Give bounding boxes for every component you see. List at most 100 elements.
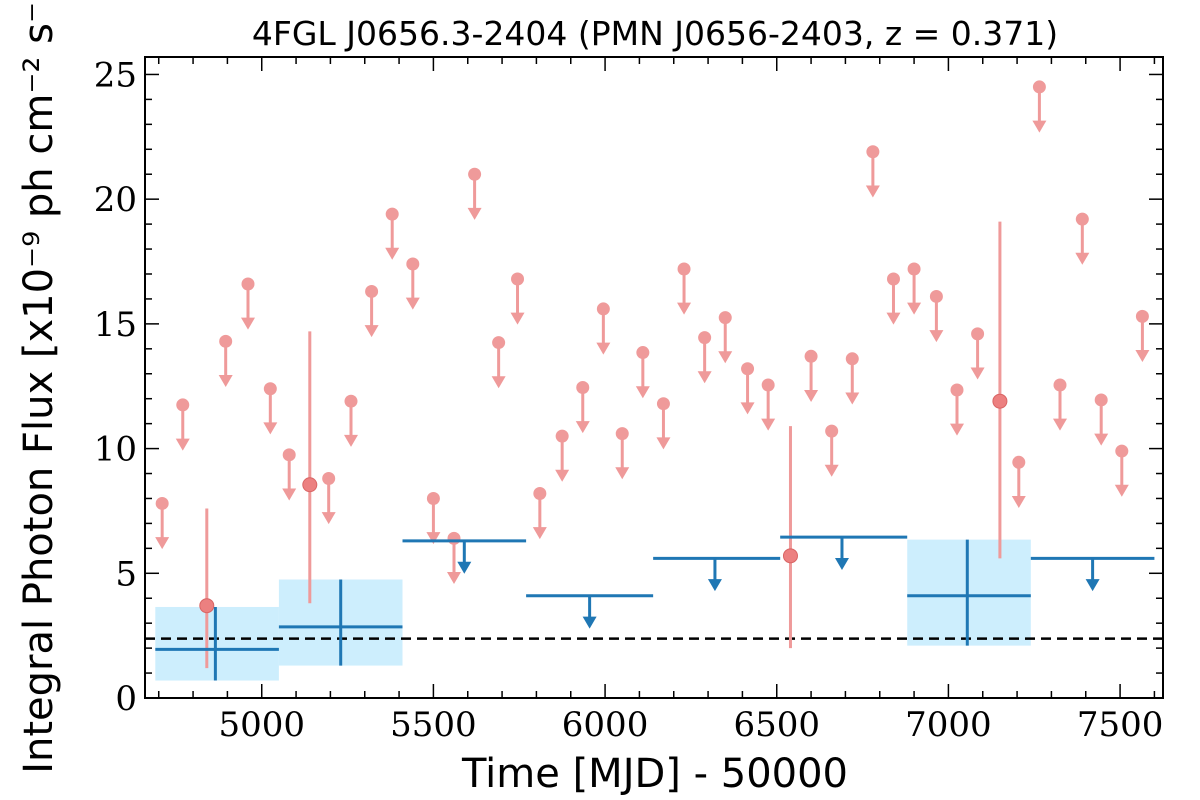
upper-limit-arrow: [697, 371, 712, 384]
x-tick-label: 5000: [218, 705, 305, 745]
upper-limit-arrow: [385, 247, 400, 260]
upper-limit-marker: [385, 207, 399, 221]
upper-limit-arrow: [804, 389, 819, 402]
upper-limit-arrow: [364, 325, 379, 338]
y-axis-label: Integral Photon Flux [x10⁻⁹ ph cm⁻² s⁻¹]: [16, 0, 62, 774]
upper-limit-arrow: [656, 437, 671, 450]
upper-limit-marker: [971, 327, 985, 341]
upper-limit-marker: [845, 352, 859, 366]
upper-limit-arrow: [635, 386, 650, 399]
upper-limit-marker: [596, 302, 610, 316]
upper-limit-marker: [155, 496, 169, 510]
upper-limit-arrow: [175, 438, 190, 451]
long-bin-limit-arrow: [1085, 579, 1100, 592]
upper-limit-marker: [1075, 212, 1089, 226]
upper-limit-arrow: [218, 374, 233, 387]
upper-limit-marker: [365, 284, 379, 298]
upper-limit-arrow: [447, 572, 462, 585]
upper-limit-arrow: [1094, 433, 1109, 446]
upper-limit-marker: [741, 362, 755, 376]
x-tick-label: 6000: [562, 705, 649, 745]
upper-limit-arrow: [1114, 484, 1129, 497]
upper-limit-arrow: [263, 422, 278, 435]
y-tick-label: 25: [94, 55, 137, 95]
upper-limit-arrow: [405, 297, 420, 310]
long-bin-band: [907, 539, 1031, 646]
long-bin-limit-arrow: [707, 579, 722, 592]
upper-limit-arrow: [532, 527, 547, 540]
data-point: [302, 477, 318, 493]
upper-limit-arrow: [344, 434, 359, 447]
x-tick-label: 7500: [1077, 705, 1164, 745]
upper-limit-arrow: [596, 342, 611, 355]
upper-limit-arrow: [740, 402, 755, 415]
upper-limit-marker: [1115, 444, 1129, 458]
x-tick-label: 6500: [733, 705, 820, 745]
upper-limit-marker: [804, 349, 818, 363]
y-tick-label: 20: [94, 180, 137, 220]
upper-limit-marker: [492, 336, 506, 350]
upper-limit-arrow: [1135, 350, 1150, 363]
long-bin-layer: [155, 535, 1155, 681]
bands-layer: [155, 539, 1031, 681]
upper-limit-arrow: [321, 512, 336, 525]
upper-limit-marker: [555, 429, 569, 443]
upper-limit-arrow: [1052, 418, 1067, 431]
long-bin-limit-arrow: [457, 561, 472, 574]
upper-limit-marker: [322, 472, 336, 486]
data-point: [992, 393, 1008, 409]
upper-limit-marker: [929, 289, 943, 303]
y-tick-label: 15: [94, 305, 137, 345]
short-bin-layer: [155, 80, 1150, 669]
upper-limit-arrow: [1075, 252, 1090, 265]
data-point: [199, 598, 215, 614]
upper-limit-marker: [1012, 455, 1026, 469]
upper-limit-marker: [344, 394, 358, 408]
long-bin-band: [155, 606, 279, 681]
upper-limit-marker: [426, 491, 440, 505]
upper-limit-marker: [1135, 309, 1149, 323]
upper-limit-arrow: [761, 418, 776, 431]
upper-limit-arrow: [929, 330, 944, 343]
upper-limit-marker: [698, 331, 712, 345]
upper-limit-marker: [1032, 80, 1046, 94]
upper-limit-arrow: [555, 469, 570, 482]
x-tick-label: 7000: [905, 705, 992, 745]
upper-limit-marker: [406, 257, 420, 271]
upper-limit-marker: [761, 378, 775, 392]
upper-limit-marker: [656, 397, 670, 411]
upper-limit-marker: [533, 486, 547, 500]
upper-limit-marker: [636, 346, 650, 360]
upper-limit-marker: [907, 262, 921, 276]
upper-limit-arrow: [615, 467, 630, 480]
y-tick-label: 10: [94, 430, 137, 470]
plot-frame: [144, 56, 1164, 699]
upper-limit-arrow: [510, 312, 525, 325]
upper-limit-marker: [825, 424, 839, 438]
upper-limit-arrow: [845, 392, 860, 405]
upper-limit-marker: [576, 380, 590, 394]
upper-limit-marker: [615, 427, 629, 441]
y-tick-label: 5: [115, 554, 137, 594]
upper-limit-arrow: [426, 532, 441, 545]
upper-limit-arrow: [865, 185, 880, 198]
upper-limit-arrow: [467, 207, 482, 220]
upper-limit-arrow: [949, 423, 964, 436]
upper-limit-marker: [886, 272, 900, 286]
upper-limit-arrow: [282, 488, 297, 501]
upper-limit-marker: [219, 334, 233, 348]
upper-limit-arrow: [241, 317, 256, 330]
data-point: [782, 548, 798, 564]
upper-limit-arrow: [155, 537, 170, 550]
y-tick-label: 0: [115, 679, 137, 719]
long-bin-limit-arrow: [834, 557, 849, 570]
upper-limit-arrow: [575, 421, 590, 434]
upper-limit-marker: [282, 448, 296, 462]
upper-limit-marker: [718, 311, 732, 325]
upper-limit-arrow: [1032, 120, 1047, 133]
upper-limit-marker: [1053, 378, 1067, 392]
upper-limit-marker: [866, 145, 880, 159]
upper-limit-arrow: [677, 302, 692, 315]
upper-limit-marker: [1094, 393, 1108, 407]
